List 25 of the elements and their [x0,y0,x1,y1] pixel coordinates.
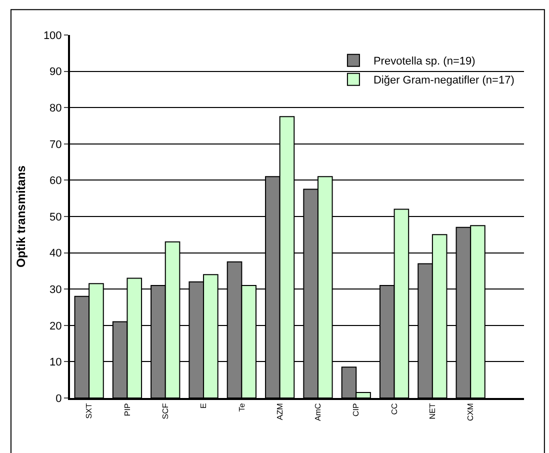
x-tick-label: CC [390,402,399,415]
x-tick-label: AZM [275,402,284,420]
legend-label: Prevotella sp. (n=19) [373,56,476,68]
legend-label: Diğer Gram-negatifler (n=17) [373,74,514,87]
x-tick-label: E [199,403,208,409]
x-tick-label: NET [428,403,438,420]
y-tick-label: 90 [50,66,62,78]
y-tick-label: 40 [50,248,62,260]
y-tick-label: 30 [50,284,62,296]
y-tick-label: 80 [50,102,62,114]
y-tick-label: 10 [50,356,62,369]
x-tick-label: CXM [466,402,476,421]
y-tick-label: 20 [50,320,62,332]
x-tick-label: PIP [122,403,132,416]
y-tick-label: 60 [50,175,62,188]
x-tick-label: Te [237,402,246,412]
x-tick-label: CIP [352,403,361,417]
x-tick-label: AmC [314,402,323,421]
y-tick-label: 100 [43,30,62,42]
x-tick-label: SCF [160,403,170,420]
y-tick-label: 50 [50,211,62,224]
y-tick-label: 0 [56,392,62,405]
y-axis-title: Optik transmitans [14,165,28,268]
x-tick-label: SXT [84,403,94,419]
y-tick-label: 70 [50,138,62,151]
